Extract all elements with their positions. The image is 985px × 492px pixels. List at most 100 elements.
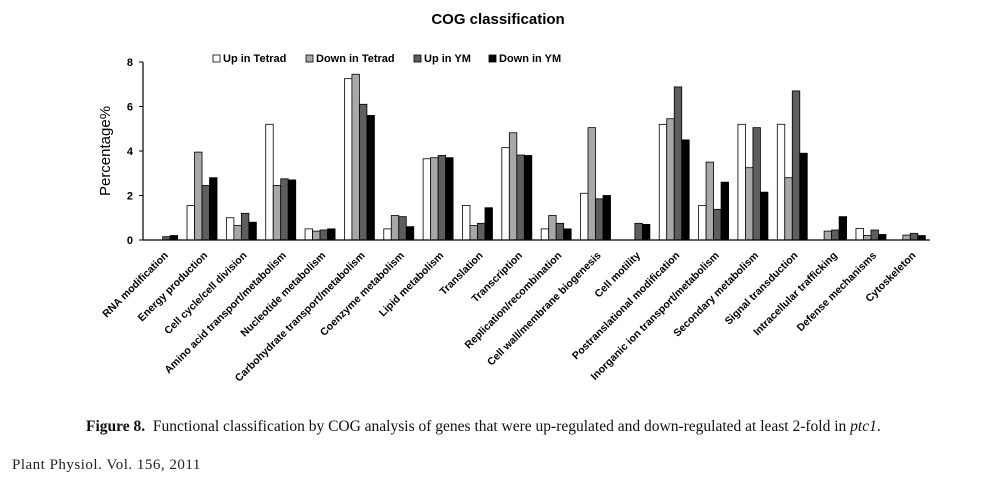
bar: [658, 123, 668, 241]
bar: [673, 86, 683, 241]
bar: [737, 123, 746, 241]
bar: [383, 228, 392, 241]
bar: [508, 132, 518, 241]
bar: [484, 207, 493, 241]
bar: [540, 228, 550, 241]
bar: [344, 78, 353, 241]
bar: [555, 222, 565, 241]
y-axis-label: Percentage%: [97, 106, 114, 196]
legend-swatch: [212, 54, 221, 63]
legend-label: Down in YM: [499, 53, 561, 65]
y-tick-label: 8: [127, 57, 133, 69]
figure-label: Figure 8.: [86, 418, 146, 435]
bar: [776, 123, 786, 241]
bar: [327, 228, 336, 241]
bar: [909, 232, 919, 241]
bar: [823, 230, 833, 241]
bar: [430, 157, 439, 241]
bar: [304, 228, 313, 241]
bar: [838, 216, 848, 241]
bar: [863, 235, 872, 241]
bar: [240, 212, 250, 241]
bar: [720, 181, 729, 241]
bar: [272, 185, 282, 241]
journal-footer: Plant Physiol. Vol. 156, 2011: [12, 457, 201, 473]
bar: [760, 191, 769, 241]
bar: [784, 177, 793, 241]
bar: [602, 195, 611, 241]
bar: [477, 222, 486, 241]
bar: [548, 215, 557, 241]
bar: [280, 178, 289, 241]
bar: [501, 147, 510, 241]
y-axis-ticks: 0 2 4 6 8: [127, 57, 143, 247]
figure-caption: Figure 8. Functional classification by C…: [86, 418, 881, 436]
bar: [831, 229, 840, 241]
y-tick-label: 2: [127, 191, 133, 203]
bar: [698, 205, 707, 241]
bar: [366, 115, 375, 241]
caption-end: .: [876, 418, 881, 435]
bar: [201, 185, 210, 241]
caption-italic: ptc1: [850, 418, 877, 435]
bar: [917, 235, 926, 241]
bar: [855, 228, 864, 241]
bar: [580, 192, 589, 241]
caption-text: Functional classification by COG analysi…: [152, 418, 847, 435]
bar: [312, 230, 321, 241]
x-tick-label: RNA modification: [100, 250, 171, 321]
bar: [319, 229, 328, 241]
bar: [186, 205, 195, 241]
bar: [225, 217, 235, 241]
bar: [359, 103, 368, 241]
bar: [194, 151, 203, 241]
bar: [713, 208, 722, 241]
y-tick-label: 0: [127, 235, 133, 247]
legend-swatch: [488, 54, 497, 63]
bar: [745, 167, 754, 241]
bar: [469, 225, 478, 241]
bar: [265, 123, 274, 241]
bar: [169, 235, 179, 241]
bar: [209, 177, 218, 241]
bar: [351, 73, 360, 241]
bar: [437, 155, 447, 241]
bar: [462, 205, 471, 241]
axes: [142, 62, 930, 241]
bar: [390, 215, 400, 241]
legend: Up in Tetrad Down in Tetrad Up in YM Down i…: [212, 53, 561, 65]
bar: [405, 226, 415, 241]
bar: [422, 158, 432, 241]
bar: [902, 234, 911, 241]
legend-swatch: [305, 54, 314, 63]
bars: [162, 73, 926, 241]
x-tick-label: Signal transduction: [723, 250, 801, 328]
cog-bar-chart: COG classification Up in Tetrad Down in T…: [97, 11, 930, 385]
bar: [248, 221, 257, 241]
bar: [870, 229, 879, 241]
bar: [516, 154, 525, 241]
legend-label: Up in Tetrad: [223, 53, 286, 65]
bar: [634, 222, 643, 241]
bar: [752, 127, 761, 241]
bar: [666, 118, 675, 241]
bar: [878, 234, 887, 241]
bar: [445, 157, 454, 241]
legend-swatch: [413, 54, 422, 63]
legend-label: Up in YM: [424, 53, 471, 65]
y-tick-label: 4: [127, 146, 134, 158]
bar: [523, 155, 533, 241]
x-tick-label: Energy production: [136, 250, 210, 324]
bar: [587, 127, 596, 241]
bar: [287, 179, 297, 241]
bar: [791, 90, 801, 241]
bar: [641, 224, 651, 241]
legend-label: Down in Tetrad: [316, 53, 395, 65]
bar: [799, 152, 808, 241]
y-tick-label: 6: [127, 102, 133, 114]
bar: [233, 225, 242, 241]
bar: [595, 198, 604, 241]
chart-title: COG classification: [431, 11, 564, 28]
bar: [705, 161, 714, 241]
